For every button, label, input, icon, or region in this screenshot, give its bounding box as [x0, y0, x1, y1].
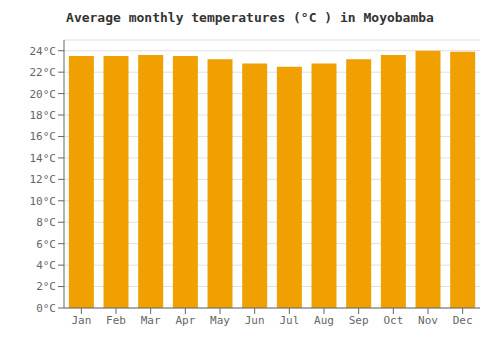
svg-text:May: May	[210, 314, 230, 327]
svg-text:4°C: 4°C	[36, 259, 56, 272]
svg-text:12°C: 12°C	[30, 173, 57, 186]
svg-text:6°C: 6°C	[36, 238, 56, 251]
svg-text:Jun: Jun	[245, 314, 265, 327]
svg-text:18°C: 18°C	[30, 109, 57, 122]
svg-text:Oct: Oct	[383, 314, 403, 327]
svg-text:Nov: Nov	[418, 314, 438, 327]
svg-text:10°C: 10°C	[30, 195, 57, 208]
svg-text:8°C: 8°C	[36, 216, 56, 229]
svg-text:14°C: 14°C	[30, 152, 57, 165]
svg-text:Feb: Feb	[106, 314, 126, 327]
svg-text:Apr: Apr	[175, 314, 195, 327]
svg-text:Aug: Aug	[314, 314, 334, 327]
svg-text:Jul: Jul	[279, 314, 299, 327]
svg-text:Jan: Jan	[71, 314, 91, 327]
svg-text:0°C: 0°C	[36, 302, 56, 315]
svg-text:16°C: 16°C	[30, 130, 57, 143]
svg-text:22°C: 22°C	[30, 66, 57, 79]
svg-text:20°C: 20°C	[30, 88, 57, 101]
svg-text:Dec: Dec	[453, 314, 473, 327]
svg-text:Sep: Sep	[349, 314, 369, 327]
html-text:Average monthly temperatures (: Average monthly temperatures (°C ) in Mo…	[66, 10, 434, 25]
svg-text:2°C: 2°C	[36, 280, 56, 293]
svg-text:Mar: Mar	[141, 314, 161, 327]
svg-text:24°C: 24°C	[30, 45, 57, 58]
